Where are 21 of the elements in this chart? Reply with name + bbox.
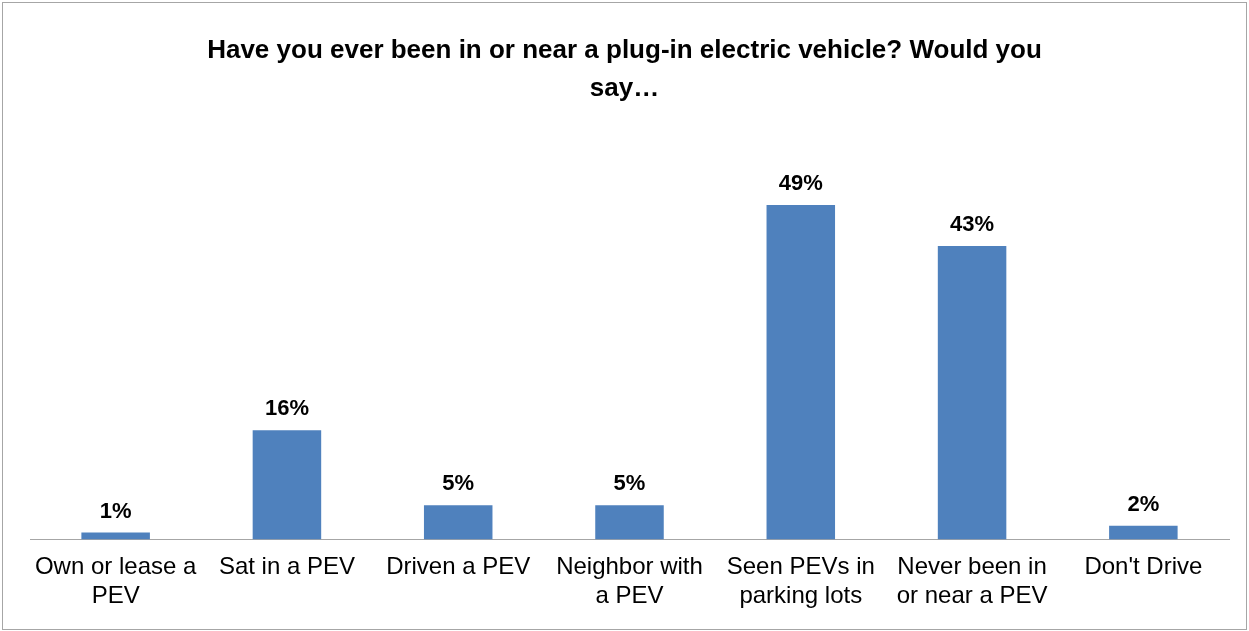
bar	[595, 505, 664, 540]
x-tick-label: Seen PEVs in parking lots	[726, 552, 875, 609]
x-tick-label: Own or lease a PEV	[34, 552, 197, 609]
bar	[423, 505, 493, 540]
data-label: 43%	[950, 211, 995, 237]
data-label: 2%	[1127, 490, 1160, 516]
bar	[766, 205, 836, 540]
bar	[252, 430, 322, 540]
x-tick-label: Sat in a PEV	[218, 552, 355, 580]
data-label: 16%	[264, 395, 309, 421]
data-label: 5%	[613, 470, 646, 496]
x-tick-label: Never been in or near a PEV	[896, 552, 1048, 609]
data-label: 5%	[442, 470, 475, 496]
chart-title: Have you ever been in or near a plug-in electric vehicle? Would you say…	[206, 33, 1043, 104]
data-label: 1%	[99, 497, 132, 523]
x-tick-label: Don't Drive	[1084, 552, 1203, 580]
bar	[1109, 525, 1178, 540]
x-tick-label: Driven a PEV	[386, 552, 531, 580]
data-label: 49%	[778, 170, 823, 196]
x-tick-label: Neighbor with a PEV	[556, 552, 703, 609]
bar	[937, 246, 1007, 540]
